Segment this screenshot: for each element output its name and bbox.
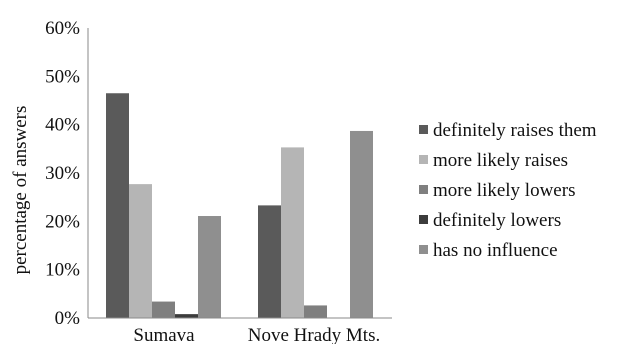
legend-label: definitely lowers (433, 210, 561, 231)
x-category-label: Nove Hrady Mts. (248, 325, 380, 344)
bar (175, 314, 198, 318)
y-tick-label: 40% (45, 115, 80, 136)
y-axis-ticks: 0% 10% 20% 30% 40% 50% 60% (45, 18, 80, 329)
bar (106, 93, 129, 318)
bar (281, 147, 304, 318)
y-tick-label: 0% (55, 308, 81, 329)
bar (258, 205, 281, 318)
legend: definitely raises them more likely raises… (419, 120, 597, 261)
legend-swatch (419, 155, 428, 164)
legend-label: definitely raises them (433, 120, 597, 141)
bar (350, 130, 373, 318)
y-tick-label: 20% (45, 211, 80, 232)
bar (304, 305, 327, 318)
bars (106, 93, 373, 318)
y-axis-label: percentage of answers (10, 106, 31, 275)
y-tick-label: 10% (45, 260, 80, 281)
legend-label: has no influence (433, 240, 558, 261)
y-tick-label: 60% (45, 18, 80, 39)
legend-label: more likely raises (433, 150, 568, 171)
bar (129, 184, 152, 318)
legend-swatch (419, 245, 428, 254)
bar (198, 216, 221, 318)
category-labels: Sumava Nove Hrady Mts. (133, 325, 380, 344)
legend-swatch (419, 185, 428, 194)
bar (152, 301, 175, 318)
legend-swatch (419, 215, 428, 224)
legend-swatch (419, 125, 428, 134)
x-category-label: Sumava (133, 325, 195, 344)
y-tick-label: 50% (45, 66, 80, 87)
y-tick-label: 30% (45, 163, 80, 184)
legend-label: more likely lowers (433, 180, 575, 201)
